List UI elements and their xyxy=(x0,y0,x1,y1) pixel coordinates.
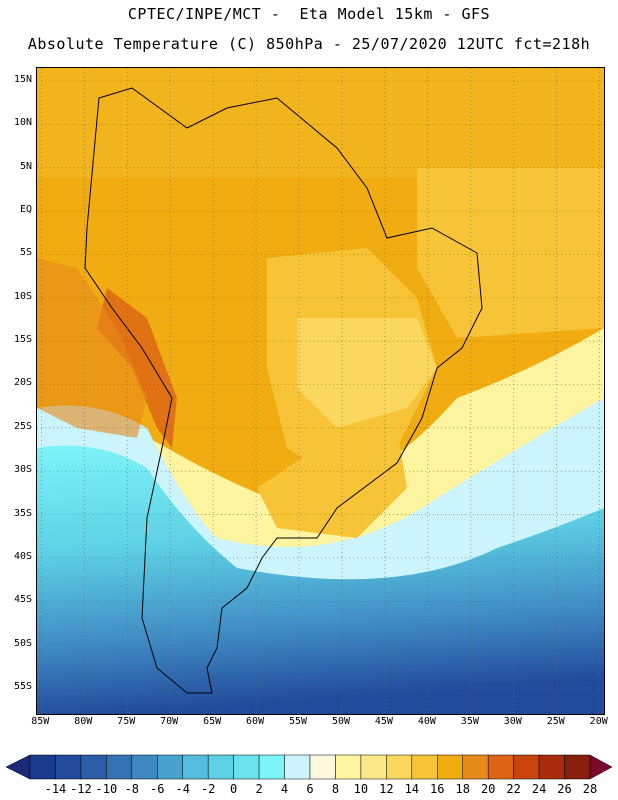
coastline xyxy=(84,87,483,694)
longitude-label: 20W xyxy=(589,716,608,727)
colorbar-swatches xyxy=(5,754,613,780)
colorbar-swatch xyxy=(513,754,540,780)
colorbar-swatch xyxy=(258,754,285,780)
atlantic-band xyxy=(417,168,604,338)
latitude-label: 50S xyxy=(13,637,32,649)
colorbar-label: -8 xyxy=(124,782,140,796)
latitude-label: EQ xyxy=(19,204,32,216)
colorbar-swatch xyxy=(564,754,591,780)
colorbar-swatch xyxy=(360,754,387,780)
colorbar-swatch xyxy=(309,754,336,780)
colorbar-label: 14 xyxy=(404,782,420,796)
latitude-label: 35S xyxy=(13,507,32,519)
colorbar-swatch xyxy=(437,754,463,780)
colorbar-swatch xyxy=(157,754,183,780)
latitude-label: 10S xyxy=(13,290,32,302)
latitude-label: 25S xyxy=(13,420,32,432)
pacific-warm xyxy=(37,258,147,438)
longitude-label: 25W xyxy=(546,716,565,727)
longitude-label: 40W xyxy=(417,716,436,727)
colorbar-label: 12 xyxy=(379,782,394,796)
plateau xyxy=(297,318,437,428)
title-model: CPTEC/INPE/MCT - Eta Model 15km - GFS xyxy=(127,5,491,23)
longitude-label: 70W xyxy=(160,716,179,727)
latitude-label: 45S xyxy=(13,594,32,606)
colorbar-label: 6 xyxy=(306,782,314,796)
colorbar-label: 8 xyxy=(331,782,340,796)
colorbar-swatch xyxy=(80,754,107,780)
colorbar-swatch xyxy=(182,754,209,780)
longitude-label: 55W xyxy=(288,716,308,727)
colorbar-swatch xyxy=(538,754,565,780)
colorbar-label: 2 xyxy=(255,782,263,796)
colorbar-label: 18 xyxy=(455,782,470,796)
colorbar-swatch xyxy=(106,754,133,780)
colorbar-label: 22 xyxy=(506,782,521,796)
colorbar-swatch xyxy=(462,754,489,780)
colorbar-swatch xyxy=(284,754,311,780)
colorbar-swatch xyxy=(386,754,413,780)
longitude-label: 35W xyxy=(460,716,479,727)
colorbar-swatch xyxy=(55,754,82,780)
colorbar-swatch xyxy=(487,754,514,780)
colorbar-swatch xyxy=(131,754,158,780)
colorbar-over-arrow xyxy=(589,754,613,780)
colorbar-swatch xyxy=(29,754,56,780)
latitude-label: 15S xyxy=(13,334,32,346)
longitude-label: 65W xyxy=(203,716,222,727)
longitude-label: 75W xyxy=(117,716,136,727)
colorbar-label: 24 xyxy=(531,782,547,796)
latitude-label: 55S xyxy=(13,680,32,692)
colorbar-label: -14 xyxy=(44,782,67,796)
colorbar-label: -12 xyxy=(70,782,92,796)
longitude-label: 45W xyxy=(374,716,393,727)
colorbar-label: 26 xyxy=(557,782,572,796)
latitude-label: 40S xyxy=(13,550,32,562)
colorbar-swatch xyxy=(411,754,438,780)
longitude-label: 80W xyxy=(74,716,93,727)
colorbar-label: -10 xyxy=(95,782,118,796)
longitude-label: 30W xyxy=(503,716,522,727)
colorbar-label: -6 xyxy=(150,782,165,796)
temperature-map[interactable] xyxy=(37,68,604,714)
graticule xyxy=(37,68,604,714)
colorbar-label: 16 xyxy=(430,782,445,796)
longitude-label: 50W xyxy=(331,716,350,727)
colorbar-under-arrow xyxy=(5,754,31,780)
colorbar xyxy=(0,750,618,800)
north-band xyxy=(37,68,604,178)
colorbar-label: 20 xyxy=(480,782,496,796)
latitude-label: 15N xyxy=(13,74,32,85)
colorbar-label: -4 xyxy=(175,782,190,796)
colorbar-swatch xyxy=(207,754,234,780)
colorbar-label: 4 xyxy=(280,782,289,796)
colorbar-label: 28 xyxy=(582,782,598,796)
longitude-label: 85W xyxy=(31,716,50,727)
colorbar-label: 0 xyxy=(230,782,238,796)
colorbar-swatch xyxy=(335,754,362,780)
latitude-label: 20S xyxy=(13,377,32,389)
latitude-label: 5S xyxy=(19,247,32,259)
colorbar-label: -2 xyxy=(200,782,216,796)
pampa-warm xyxy=(257,428,407,538)
latitude-label: 5N xyxy=(19,160,32,172)
colorbar-label: 10 xyxy=(353,782,369,796)
cold-ocean xyxy=(37,445,604,714)
latitude-label: 10N xyxy=(13,117,32,129)
colorbar-swatch xyxy=(233,754,260,780)
title-field: Absolute Temperature (C) 850hPa - 25/07/… xyxy=(27,35,591,53)
map-frame[interactable] xyxy=(36,67,605,715)
longitude-label: 60W xyxy=(246,716,265,727)
latitude-label: 30S xyxy=(13,464,32,476)
